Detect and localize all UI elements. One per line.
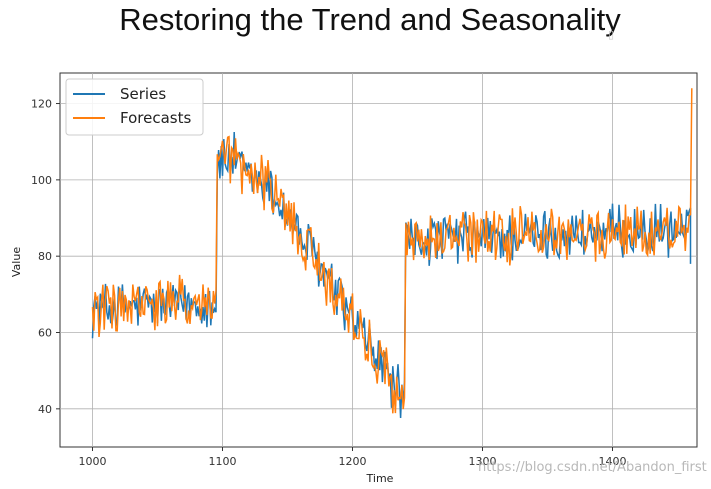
- y-tick-label: 60: [38, 327, 52, 340]
- watermark: https://blog.csdn.net/Abandon_first: [478, 460, 707, 475]
- x-tick-label: 1000: [79, 455, 107, 468]
- forecasts-line: [91, 88, 693, 414]
- x-tick-label: 1200: [339, 455, 367, 468]
- x-axis-label: Time: [366, 472, 394, 485]
- x-tick-label: 1100: [209, 455, 237, 468]
- axis-ticks: 1000 1100 1200 1300 1400 40 60 80 100 120: [31, 98, 627, 468]
- legend: Series Forecasts: [65, 78, 204, 136]
- series-lines: [91, 88, 693, 419]
- legend-label-series: Series: [120, 85, 166, 103]
- x-tick-label: 1400: [599, 455, 627, 468]
- grid-lines: [60, 73, 697, 447]
- corner-logo: ▯: [608, 28, 615, 41]
- y-tick-label: 40: [38, 403, 52, 416]
- y-tick-label: 120: [31, 98, 52, 111]
- y-axis-label: Value: [10, 247, 23, 277]
- y-tick-label: 100: [31, 174, 52, 187]
- legend-label-forecasts: Forecasts: [120, 109, 191, 127]
- y-tick-label: 80: [38, 250, 52, 263]
- slide-title: Restoring the Trend and Seasonality: [119, 2, 621, 37]
- x-tick-label: 1300: [469, 455, 497, 468]
